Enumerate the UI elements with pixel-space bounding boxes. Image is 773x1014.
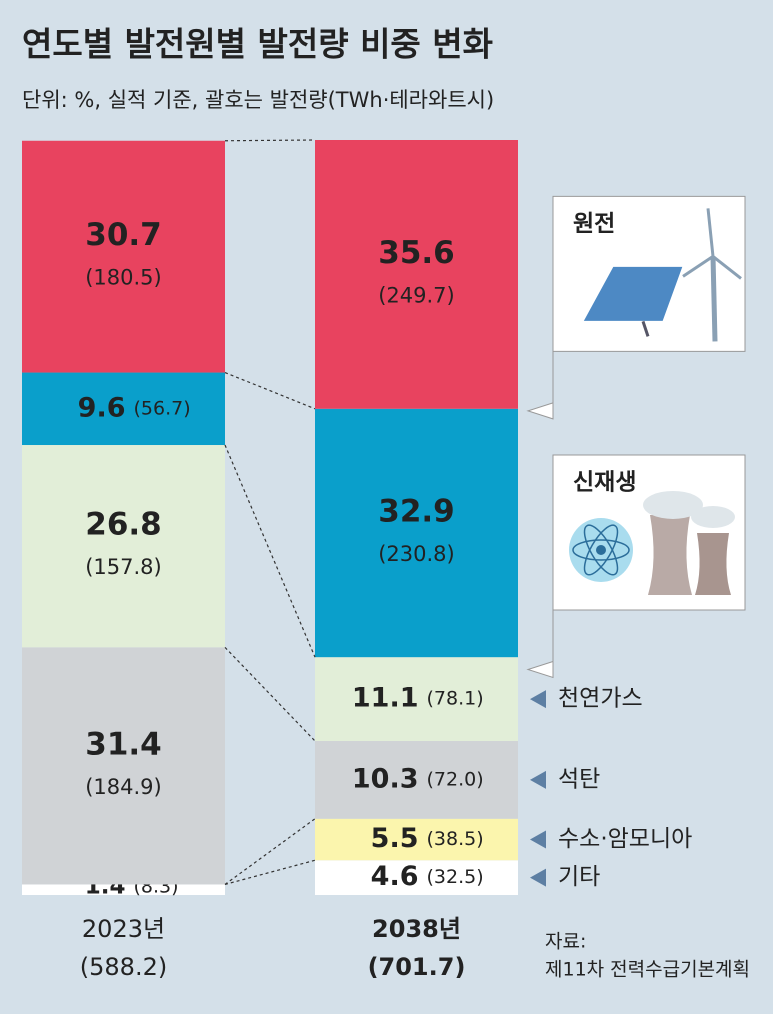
bar-segment	[22, 140, 225, 373]
bar-segment	[315, 408, 518, 658]
share-label: 11.1	[352, 683, 419, 714]
legend-label: 신재생	[573, 469, 636, 495]
steam	[643, 490, 703, 519]
share-label: 31.4	[85, 726, 162, 762]
orbit	[583, 524, 619, 576]
generation-label: (78.1)	[427, 688, 484, 710]
bar-segment	[315, 140, 518, 409]
total-label: (701.7)	[368, 953, 466, 981]
share-label: 30.7	[85, 217, 162, 253]
steam	[691, 505, 735, 528]
bar-segment	[22, 884, 225, 895]
tower	[648, 514, 692, 595]
orbit	[572, 539, 630, 561]
tower	[695, 532, 731, 595]
legend-label: 기타	[558, 864, 600, 890]
bar-segment	[315, 818, 518, 861]
bar-segment	[315, 860, 518, 895]
turbine-pole	[710, 256, 718, 342]
generation-label: (230.8)	[378, 542, 455, 566]
legend-label: 수소·암모니아	[558, 826, 692, 852]
chart-title: 연도별 발전원별 발전량 비중 변화	[22, 25, 493, 64]
chart-subtitle: 단위: %, 실적 기준, 괄호는 발전량(TWh·테라와트시)	[22, 88, 494, 112]
bar-segment	[22, 647, 225, 885]
generation-label: (72.0)	[427, 768, 484, 790]
nucleus	[596, 544, 606, 555]
solar-panel	[582, 265, 684, 322]
connector	[224, 444, 316, 658]
generation-label: (249.7)	[378, 283, 455, 307]
share-label: 32.9	[378, 493, 455, 529]
share-label: 26.8	[85, 507, 162, 543]
legend-arrow	[530, 770, 546, 789]
legend-label: 석탄	[558, 766, 600, 792]
legend-label: 원전	[573, 211, 615, 237]
share-label: 5.5	[371, 823, 419, 854]
share-label: 9.6	[78, 392, 126, 423]
bar-segment	[315, 657, 518, 741]
orbit	[583, 524, 619, 576]
generation-label: (56.7)	[134, 397, 191, 419]
bar-segment	[22, 372, 225, 446]
generation-label: (157.8)	[85, 555, 162, 579]
total-label: (588.2)	[80, 953, 167, 981]
generation-label: (184.9)	[85, 775, 162, 799]
connector	[224, 371, 316, 410]
x-tick-label: 2023년	[82, 915, 165, 943]
icon	[569, 490, 735, 595]
bar-segment	[22, 445, 225, 648]
icon	[582, 208, 742, 342]
x-tick-label: 2038년	[372, 915, 461, 943]
generation-label: (32.5)	[427, 866, 484, 888]
connector	[224, 646, 316, 742]
generation-label: (38.5)	[427, 828, 484, 850]
legend-arrow	[530, 690, 546, 709]
solar-leg	[641, 320, 650, 337]
source-text: 제11차 전력수급기본계획	[545, 959, 750, 981]
source-label: 자료:	[545, 931, 586, 953]
share-label: 4.6	[371, 861, 419, 892]
connector	[224, 818, 316, 885]
legend-arrow	[530, 868, 546, 887]
generation-label: (180.5)	[85, 266, 162, 290]
turbine-blades	[682, 208, 742, 280]
share-label: 10.3	[352, 763, 419, 794]
bar-segment	[315, 740, 518, 819]
share-label: 35.6	[378, 235, 455, 271]
legend-label: 천연가스	[558, 686, 643, 712]
legend-arrow	[530, 830, 546, 849]
